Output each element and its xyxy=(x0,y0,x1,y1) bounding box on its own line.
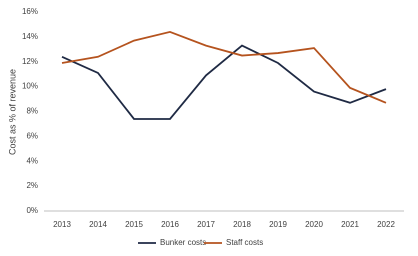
x-tick-label: 2017 xyxy=(197,220,215,229)
series-line xyxy=(61,44,387,120)
series-line xyxy=(61,30,387,104)
y-axis-label: Cost as % of revenue xyxy=(7,69,17,155)
y-tick-label: 8% xyxy=(26,107,38,116)
y-tick-label: 2% xyxy=(26,181,38,190)
legend-label: Bunker costs xyxy=(160,238,206,247)
x-tick-label: 2013 xyxy=(53,220,71,229)
y-tick-label: 12% xyxy=(22,57,38,66)
x-tick-label: 2015 xyxy=(125,220,143,229)
x-tick-label: 2020 xyxy=(305,220,323,229)
x-tick-label: 2021 xyxy=(341,220,359,229)
y-tick-label: 4% xyxy=(26,156,38,165)
legend-label: Staff costs xyxy=(226,238,263,247)
x-tick-label: 2014 xyxy=(89,220,107,229)
x-tick-label: 2018 xyxy=(233,220,251,229)
y-tick-label: 14% xyxy=(22,32,38,41)
x-tick-label: 2016 xyxy=(161,220,179,229)
y-tick-label: 16% xyxy=(22,7,38,16)
x-tick-label: 2022 xyxy=(377,220,395,229)
y-tick-label: 10% xyxy=(22,82,38,91)
x-tick-label: 2019 xyxy=(269,220,287,229)
y-tick-label: 0% xyxy=(26,206,38,215)
y-tick-label: 6% xyxy=(26,131,38,140)
